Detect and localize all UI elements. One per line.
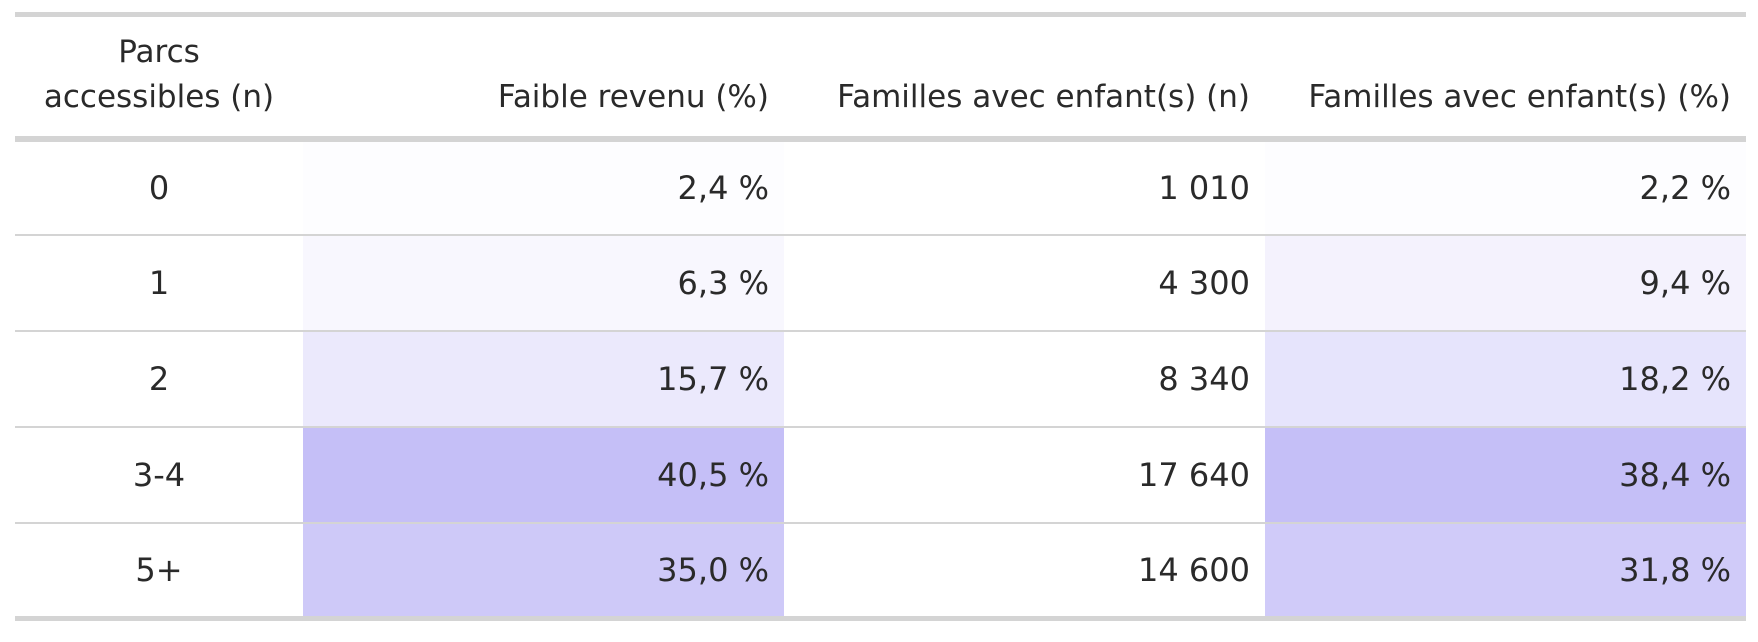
cell-faible-revenu-pct: 6,3 %	[303, 234, 784, 331]
header-familles-pct: Familles avec enfant(s) (%)	[1308, 78, 1731, 115]
cell-familles-pct: 38,4 %	[1265, 426, 1746, 523]
header-faible-revenu-pct: Faible revenu (%)	[497, 78, 769, 115]
header-parcs-accessibles: Parcs accessibles (n)	[43, 33, 275, 115]
table-row: 3-4 40,5 % 17 640 38,4 %	[15, 426, 1746, 523]
cell-parcs-accessibles: 3-4	[132, 455, 186, 494]
cell-familles-n: 1 010	[1158, 168, 1250, 207]
header-familles-n: Familles avec enfant(s) (n)	[837, 78, 1250, 115]
table-row: 1 6,3 % 4 300 9,4 %	[15, 234, 1746, 331]
cell-faible-revenu-pct: 2,4 %	[303, 138, 784, 235]
cell-familles-pct: 18,2 %	[1265, 330, 1746, 427]
cell-familles-n: 4 300	[1158, 263, 1250, 302]
cell-familles-n: 14 600	[1138, 550, 1250, 589]
cell-familles-n: 8 340	[1158, 359, 1250, 398]
cell-familles-pct: 31,8 %	[1265, 522, 1746, 619]
table-row: 5+ 35,0 % 14 600 31,8 %	[15, 522, 1746, 619]
cell-familles-pct: 9,4 %	[1265, 234, 1746, 331]
cell-faible-revenu-pct: 35,0 %	[303, 522, 784, 619]
table-row: 2 15,7 % 8 340 18,2 %	[15, 330, 1746, 427]
cell-faible-revenu-pct: 40,5 %	[303, 426, 784, 523]
cell-parcs-accessibles: 0	[148, 168, 170, 207]
cell-parcs-accessibles: 2	[148, 359, 170, 398]
cell-familles-pct: 2,2 %	[1265, 138, 1746, 235]
data-table-container: Parcs accessibles (n) Faible revenu (%) …	[15, 12, 1746, 621]
cell-parcs-accessibles: 1	[148, 263, 170, 302]
header-row: Parcs accessibles (n) Faible revenu (%) …	[15, 14, 1746, 139]
table-body: 0 2,4 % 1 010 2,2 % 1 6,3 % 4 300 9,4 % 2 15,7 % 8…	[15, 138, 1746, 619]
cell-parcs-accessibles: 5+	[135, 550, 183, 589]
cell-faible-revenu-pct: 15,7 %	[303, 330, 784, 427]
table-row: 0 2,4 % 1 010 2,2 %	[15, 138, 1746, 235]
cell-familles-n: 17 640	[1138, 455, 1250, 494]
data-table: Parcs accessibles (n) Faible revenu (%) …	[15, 12, 1746, 621]
